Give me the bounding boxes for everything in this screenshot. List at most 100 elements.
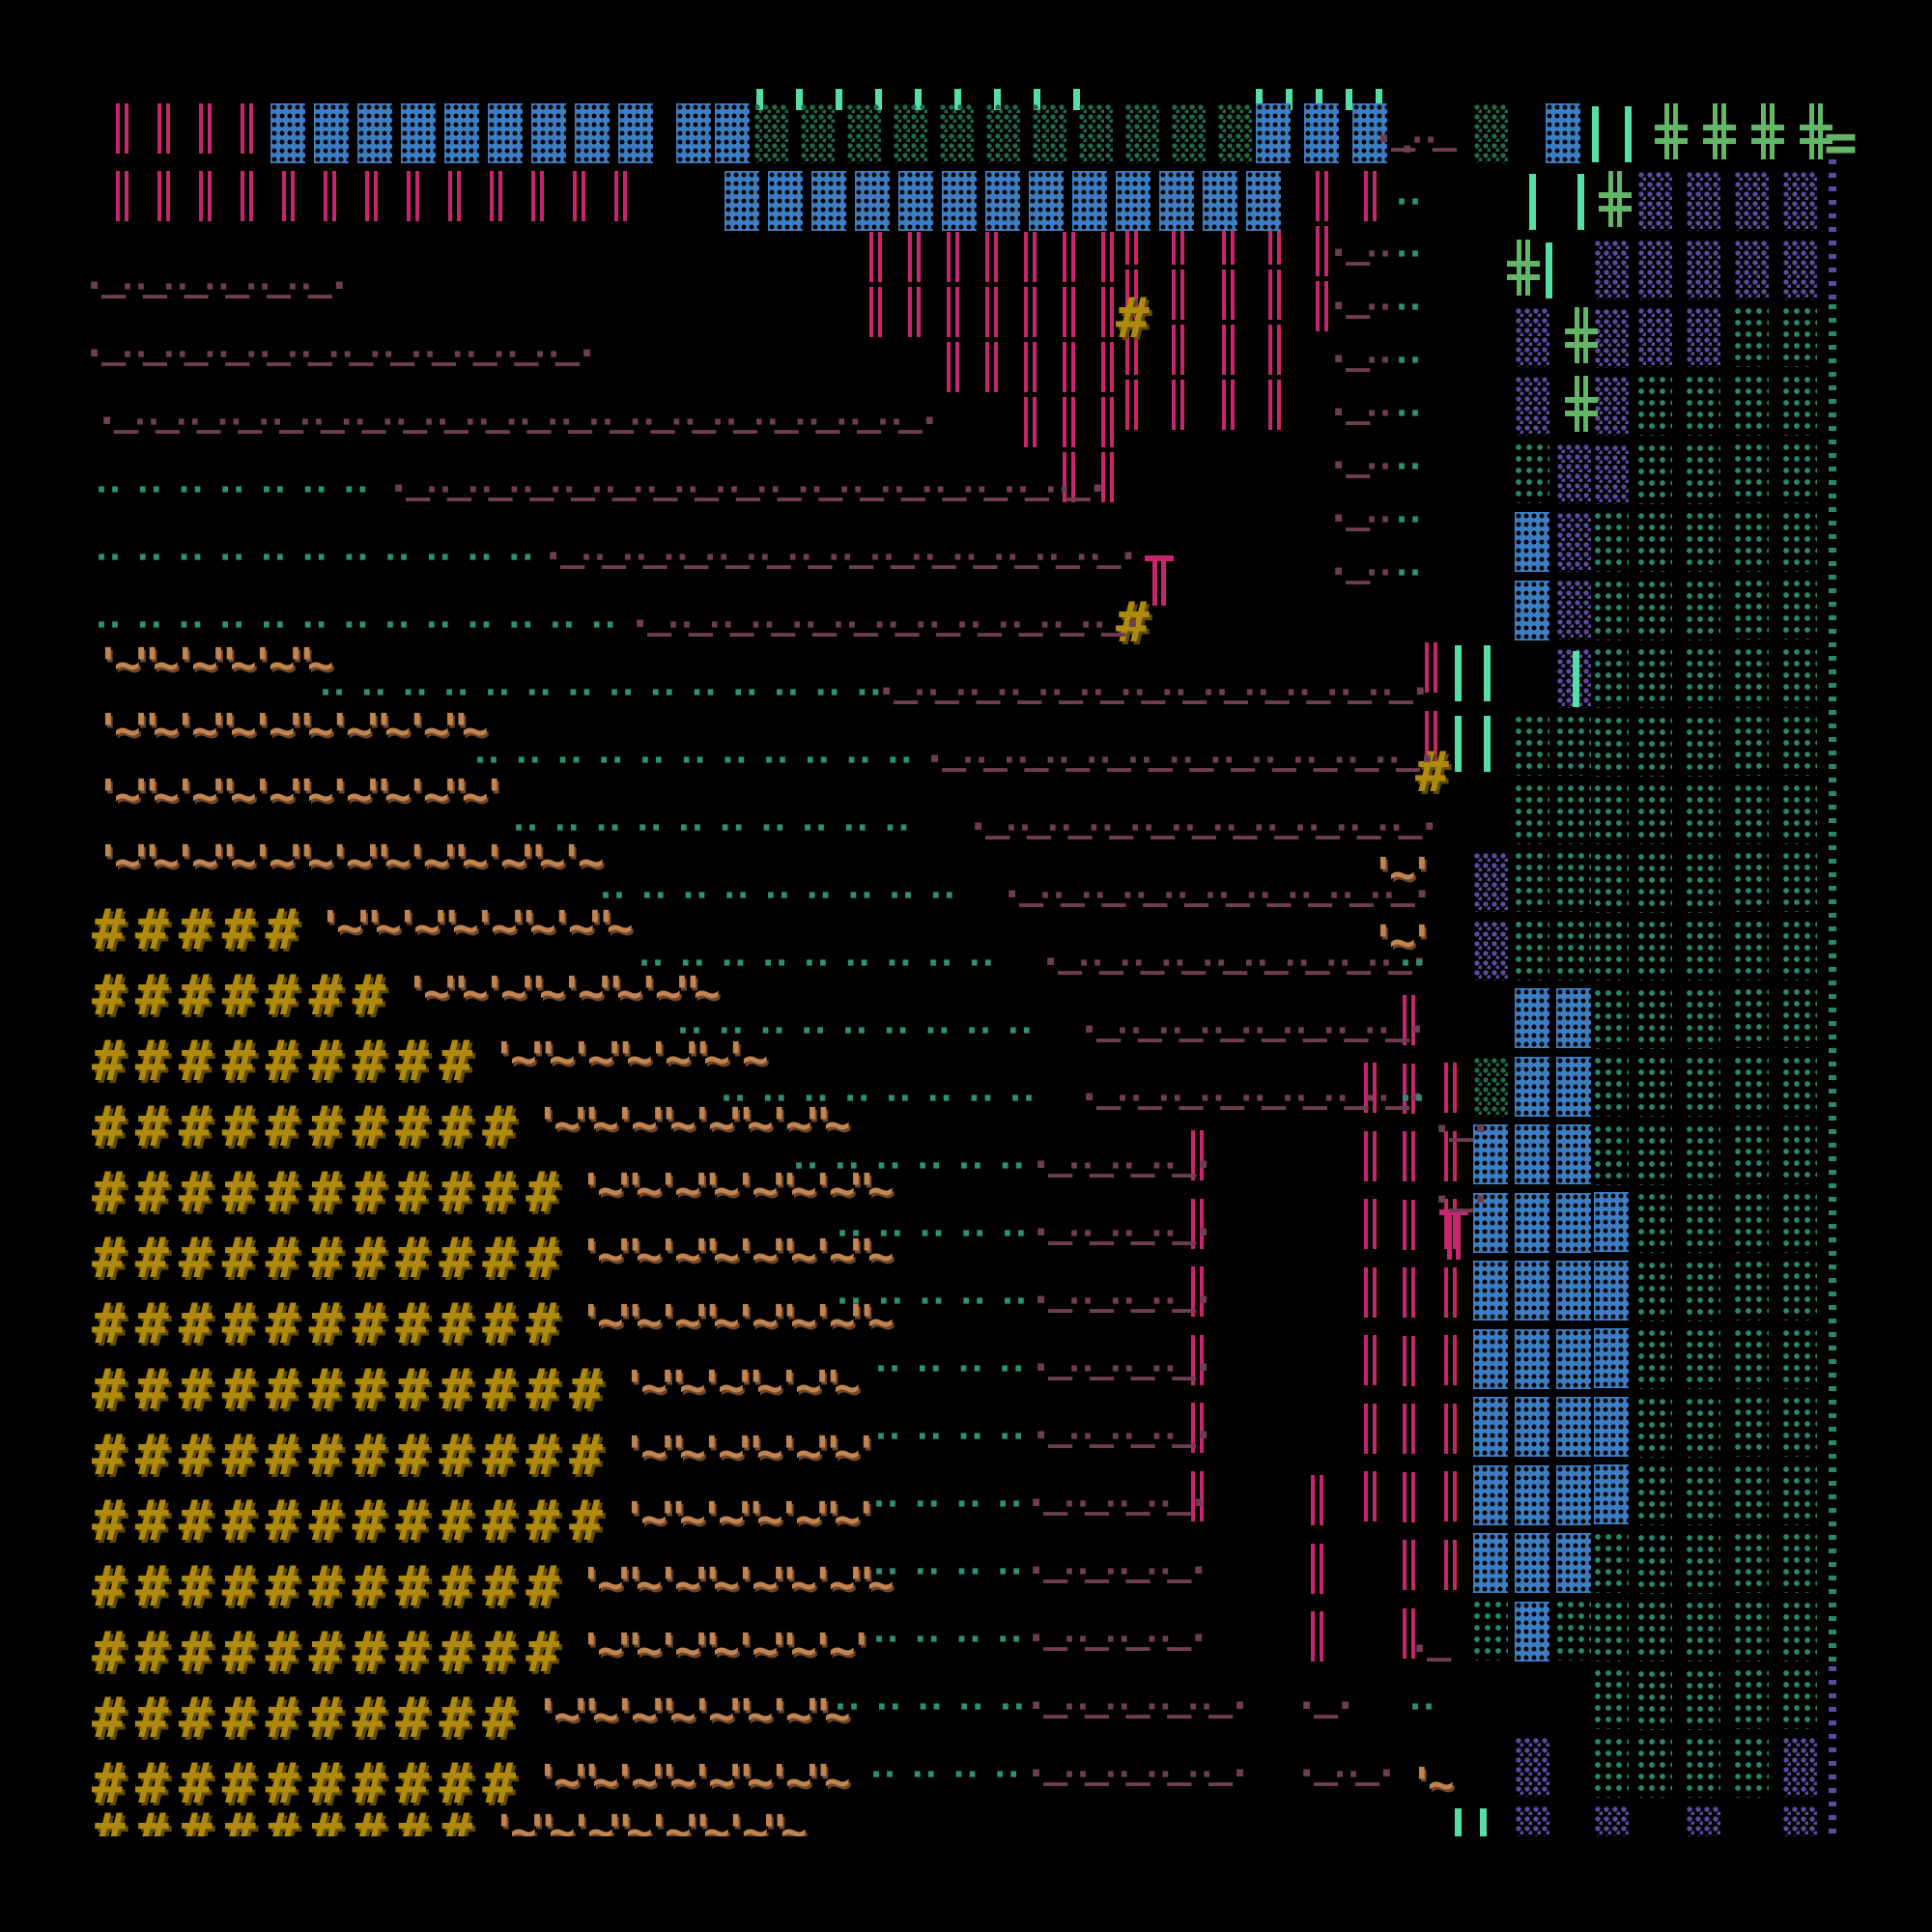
pink-double-bar-pink [1364,1199,1377,1249]
pink-double-bar-pink [1191,1334,1204,1385]
shade-block-teal [1594,512,1629,572]
glyph-run-gold: ########### [92,1553,570,1619]
double-cross-glyph-lime [1655,103,1688,159]
shade-block-blue [1473,1124,1508,1184]
pink-double-bar-pink [1364,1471,1377,1521]
glyph-run-tan: '~"~'~"~'~"~ [95,639,334,691]
shade-block-teal [1686,1124,1720,1185]
pink-double-bar-pink [614,171,627,221]
shade-block-teal [1637,1738,1672,1798]
shade-block-purple [1637,239,1672,299]
pink-double-bar-pink [1425,642,1437,693]
shade-block-purple [1686,171,1720,231]
glyph-run-mauve: ._‥_‥_‥_‥_. [1024,1671,1252,1719]
pink-double-bar-pink [1172,325,1184,375]
shade-block-purple [1637,171,1672,231]
shade-block-teal [1637,648,1672,708]
double-cross-glyph-lime [1599,171,1632,227]
shade-block-teal [1594,1601,1629,1662]
shade-block-blue [768,171,803,231]
pink-double-bar-pink [985,232,998,282]
shade-block-teal [1686,1738,1720,1798]
pink-double-bar-pink [1125,380,1138,430]
glyph-run-mauve: ._‥_‥_‥_‥_‥_‥_‥_. [1077,995,1429,1042]
double-cross-glyph-lime [1703,103,1736,159]
pink-double-bar-pink [1222,270,1235,320]
tee-glyph-pink [1439,1209,1468,1260]
shade-block-blue [1304,103,1339,163]
shade-block-blue [1556,1056,1591,1117]
shade-block-blue [1515,1124,1549,1184]
shade-block-teal [1556,920,1591,980]
shade-block-blue [1515,988,1549,1048]
pink-double-bar-pink [116,103,128,154]
pink-double-bar-pink [869,287,882,337]
shade-block-teal [1515,443,1549,503]
shade-block-teal [1594,580,1629,640]
shade-block-teal [1782,443,1817,503]
vertical-bar-glyph-mint [1455,645,1462,701]
pink-double-bar-pink [1101,397,1114,447]
shade-block-blue [1515,1601,1549,1662]
vertical-bar-glyph-mint [1573,651,1579,707]
shade-block-teal [1686,716,1720,777]
shade-block-teal [1686,784,1720,844]
shade-block-teal [1594,716,1629,777]
shade-block-teal [1686,512,1720,572]
glyph-fragment-gold: # [1116,285,1159,351]
shade-block-teal [1734,1737,1769,1798]
shade-block-blue [1072,171,1107,231]
sparse-dot-column-purple [1829,1666,1836,1836]
glyph-fragment-mauve: ._‥ [1326,378,1392,425]
pink-double-bar-pink [573,171,585,221]
shade-block-teal [1734,443,1769,503]
shade-block-teal [1594,1533,1629,1593]
shade-block-teal [1782,1464,1817,1525]
glyph-fragment-mauve: ._‥_. [1294,1739,1399,1786]
glyph-run-gold: ######### [92,1028,483,1094]
glyph-run-tealDot: ‥ ‥ ‥ ‥ ‥ ‥ ‥ ‥ ‥ ‥ ‥ ‥ ‥ ‥ [319,657,897,704]
shade-block-dkgreen [800,103,835,163]
shade-block-teal [1782,920,1817,980]
pink-double-bar-pink [1268,380,1281,430]
shade-block-teal [1782,1056,1817,1117]
shade-block-teal [1782,716,1817,776]
glyph-run-mauve: ._‥_‥_‥_‥_‥_‥_‥_‥_‥_‥_‥_‥_‥_. [541,522,1141,569]
shade-block-teal [1637,1329,1672,1389]
shade-block-purple [1515,1737,1549,1797]
glyph-run-tealDot: ‥ ‥ ‥ ‥ ‥ ‥ [792,1130,1040,1178]
shade-block-teal [1637,376,1672,436]
shade-block-blue [1116,171,1151,231]
pink-double-bar-pink [1172,380,1184,430]
shade-block-teal [1594,1124,1629,1185]
shade-block-blue [1594,1464,1629,1524]
pink-double-bar-pink [157,103,170,154]
pink-double-bar-pink [1311,1611,1323,1662]
shade-block-blue [1159,171,1194,231]
double-cross-glyph-lime [1507,240,1540,296]
glyph-run-tan: '~"~'~"~'~"~'~"~ [578,1164,895,1216]
shade-block-dkgreen [753,103,788,163]
pink-double-bar-pink [199,103,212,154]
pink-double-bar-pink [1063,342,1075,392]
glyph-fragment-tealDot: ‥ [1395,325,1422,372]
glyph-run-tealDot: ‥ ‥ ‥ ‥ ‥ [834,1671,1040,1719]
shade-block-blue [1594,1328,1629,1388]
pink-double-bar-pink [1268,325,1281,375]
glyph-run-mauve: ._‥_‥_‥_. [1024,1536,1210,1583]
pink-double-bar-pink [1403,1267,1415,1318]
glyph-run-gold: ############ [92,1488,613,1553]
glyph-run-tan: '~"~'~"~'~"~' [621,1492,880,1545]
glyph-run-tealDot: ‥ ‥ ‥ ‥ [872,1468,1037,1516]
pink-double-bar-pink [1063,287,1075,337]
glyph-fragment-mauve: ._‥ [1326,484,1392,531]
glyph-run-tan: '~"~'~"~'~"~'~"~ [317,901,634,953]
glyph-fragment-mauve: ._‥ [1326,325,1392,372]
pink-double-bar-pink [1444,1130,1457,1181]
pink-double-bar-pink [1364,1403,1377,1454]
shade-block-teal [1734,1397,1769,1457]
glyph-run-mauve: ._‥_‥_‥_. [1024,1604,1210,1651]
pink-double-bar-pink [1403,1607,1415,1659]
shade-block-teal [1734,1261,1769,1321]
shade-block-blue [1556,988,1591,1048]
